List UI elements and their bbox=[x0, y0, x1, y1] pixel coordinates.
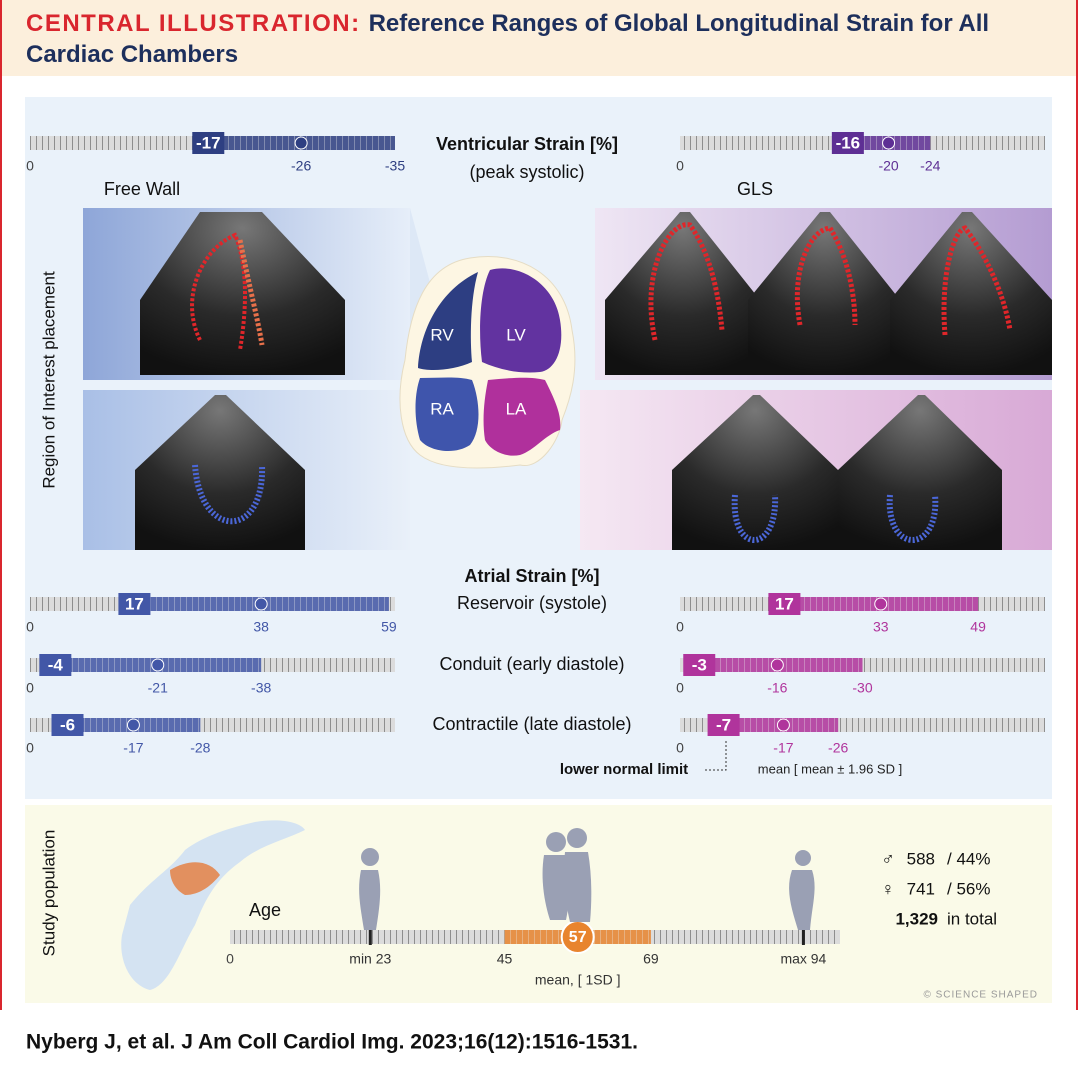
copyright: © SCIENCE SHAPED bbox=[923, 990, 1038, 1001]
chamber-label: RV bbox=[430, 325, 454, 344]
axis-start-label: 0 bbox=[26, 740, 34, 756]
sex-count: 588 bbox=[907, 849, 935, 868]
upper-limit-label: -38 bbox=[251, 680, 271, 696]
panel-label: Free Wall bbox=[104, 179, 180, 199]
row-label: Conduit (early diastole) bbox=[439, 654, 624, 674]
echo-images bbox=[83, 208, 1052, 550]
mean-dot bbox=[126, 718, 140, 732]
axis-start-label: 0 bbox=[226, 951, 234, 967]
axis-start-label: 0 bbox=[676, 619, 684, 635]
legend-mean: mean [ mean ± 1.96 SD ] bbox=[758, 761, 902, 776]
lower-limit-label: -7 bbox=[716, 715, 731, 734]
axis-start-label: 0 bbox=[26, 680, 34, 696]
header-title: Reference Ranges of Global Longitudinal … bbox=[26, 10, 990, 68]
mean-label: -17 bbox=[123, 740, 143, 756]
legend-connector bbox=[705, 740, 727, 771]
side-label: Region of Interest placement bbox=[39, 271, 58, 489]
mean-label: -26 bbox=[291, 158, 311, 174]
lower-limit-box bbox=[51, 714, 84, 736]
lower-limit-box bbox=[39, 654, 72, 676]
upper-limit-label: -26 bbox=[828, 740, 848, 756]
lower-limit-label: -16 bbox=[836, 133, 861, 152]
chamber-label: RA bbox=[430, 399, 454, 418]
mean-label: -21 bbox=[148, 680, 168, 696]
mean-dot bbox=[882, 136, 896, 150]
population-art bbox=[121, 820, 815, 990]
axis-start-label: 0 bbox=[676, 740, 684, 756]
upper-limit-label: 49 bbox=[970, 619, 986, 635]
age-mean-caption: mean, [ 1SD ] bbox=[535, 972, 621, 988]
lower-limit-box bbox=[768, 593, 801, 615]
header-label: CENTRAL ILLUSTRATION: bbox=[26, 10, 361, 37]
upper-limit-label: 59 bbox=[381, 619, 397, 635]
upper-limit-label: -28 bbox=[190, 740, 210, 756]
chamber-label: LV bbox=[506, 325, 526, 344]
lower-limit-label: -6 bbox=[60, 715, 75, 734]
age-min-label: min 23 bbox=[349, 951, 391, 967]
upper-limit-label: -30 bbox=[852, 680, 872, 696]
axis-start-label: 0 bbox=[26, 158, 34, 174]
sex-share: / 44% bbox=[947, 849, 990, 868]
sex-share: / 56% bbox=[947, 879, 990, 898]
age-sd-high-label: 69 bbox=[643, 951, 659, 967]
total-text: in total bbox=[947, 909, 997, 928]
mean-dot bbox=[151, 658, 165, 672]
mean-label: 33 bbox=[873, 619, 889, 635]
lower-limit-label: 17 bbox=[775, 594, 794, 613]
section-title: Atrial Strain [%] bbox=[464, 566, 599, 586]
age-max-label: max 94 bbox=[780, 951, 826, 967]
lower-limit-label: -3 bbox=[692, 655, 707, 674]
header: CENTRAL ILLUSTRATION: Reference Ranges of… bbox=[0, 0, 1078, 76]
mean-dot bbox=[294, 136, 308, 150]
age-mean-label: 57 bbox=[569, 929, 587, 946]
mean-label: 38 bbox=[253, 619, 269, 635]
sex-count: 741 bbox=[907, 879, 935, 898]
citation: Nyberg J, et al. J Am Coll Cardiol Img. … bbox=[26, 1031, 638, 1054]
axis-start-label: 0 bbox=[676, 680, 684, 696]
sex-symbol: ♀ bbox=[881, 879, 895, 899]
total-count: 1,329 bbox=[895, 909, 938, 928]
lower-limit-label: -17 bbox=[196, 133, 221, 152]
upper-limit-label: -35 bbox=[385, 158, 405, 174]
axis-start-label: 0 bbox=[26, 619, 34, 635]
lower-limit-box bbox=[707, 714, 740, 736]
lower-limit-box bbox=[118, 593, 151, 615]
heart-diagram bbox=[399, 256, 576, 469]
row-label: Reservoir (systole) bbox=[457, 593, 607, 613]
mean-label: -16 bbox=[767, 680, 787, 696]
section-title: Ventricular Strain [%] bbox=[436, 134, 618, 154]
panel-label: GLS bbox=[737, 179, 773, 199]
side-label: Study population bbox=[39, 830, 58, 957]
lower-limit-box bbox=[683, 654, 716, 676]
mean-dot bbox=[254, 597, 268, 611]
row-label: Contractile (late diastole) bbox=[432, 714, 631, 734]
lower-limit-box bbox=[831, 132, 864, 154]
lower-limit-box bbox=[192, 132, 225, 154]
legend-lower: lower normal limit bbox=[560, 761, 688, 778]
section-subtitle: (peak systolic) bbox=[469, 162, 584, 182]
age-label: Age bbox=[249, 900, 281, 920]
frame-right bbox=[1076, 0, 1078, 1010]
axis-start-label: 0 bbox=[676, 158, 684, 174]
chamber-label: LA bbox=[506, 399, 527, 418]
mean-label: -20 bbox=[878, 158, 898, 174]
upper-limit-label: -24 bbox=[920, 158, 940, 174]
mean-label: -17 bbox=[773, 740, 793, 756]
mean-dot bbox=[776, 718, 790, 732]
lower-limit-label: 17 bbox=[125, 594, 144, 613]
mean-dot bbox=[770, 658, 784, 672]
age-sd-low-label: 45 bbox=[497, 951, 513, 967]
sex-symbol: ♂ bbox=[881, 849, 895, 869]
mean-dot bbox=[874, 597, 888, 611]
lower-limit-label: -4 bbox=[48, 655, 64, 674]
frame-left bbox=[0, 0, 2, 1010]
